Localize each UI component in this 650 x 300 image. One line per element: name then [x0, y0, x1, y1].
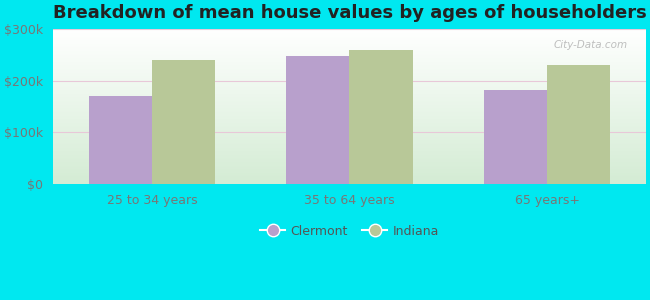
Title: Breakdown of mean house values by ages of householders: Breakdown of mean house values by ages o…: [53, 4, 646, 22]
Bar: [88, 96, 152, 184]
Text: City-Data.com: City-Data.com: [554, 40, 628, 50]
Bar: [547, 65, 610, 184]
Bar: [350, 50, 413, 184]
Bar: [286, 56, 350, 184]
Bar: [484, 90, 547, 184]
Legend: Clermont, Indiana: Clermont, Indiana: [255, 220, 444, 243]
Bar: [152, 60, 215, 184]
